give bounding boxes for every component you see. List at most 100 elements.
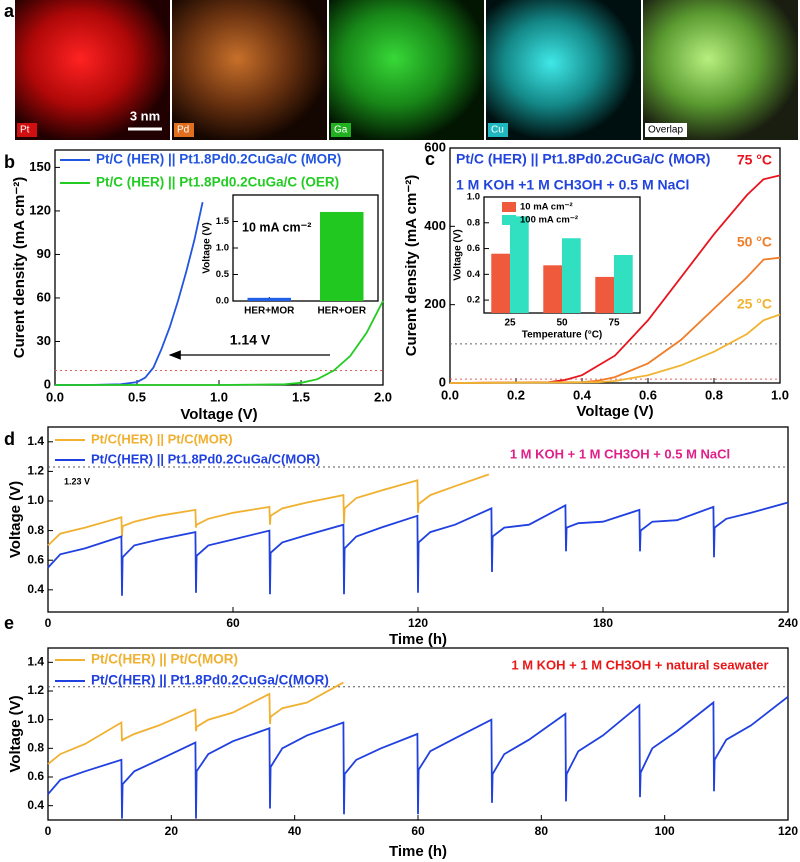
x-axis-title: Voltage (V) bbox=[180, 406, 257, 423]
y-tick-label: 0.5 bbox=[216, 269, 230, 280]
x-tick-label: 1.0 bbox=[771, 387, 789, 402]
map-label: Pd bbox=[177, 125, 189, 136]
series-label: 25 °C bbox=[737, 296, 772, 312]
y-tick-label: 30 bbox=[37, 333, 51, 348]
map-label: Overlap bbox=[648, 125, 683, 136]
x-tick-label: 100 bbox=[655, 824, 675, 838]
y-axis-title: Curent density (mA cm⁻²) bbox=[403, 175, 420, 357]
y-tick-label: 1.4 bbox=[27, 434, 44, 448]
y-tick-label: 0.4 bbox=[467, 269, 481, 280]
legend-label: Pt/C(HER) || Pt/C(MOR) bbox=[91, 652, 238, 667]
x-tick-label: 120 bbox=[778, 824, 798, 838]
y-tick-label: 1.2 bbox=[27, 683, 44, 697]
panel-label: b bbox=[4, 152, 15, 172]
y-tick-label: 0.8 bbox=[27, 741, 44, 755]
y-tick-label: 1.5 bbox=[216, 216, 230, 227]
map-image bbox=[15, 0, 170, 140]
map-label-box bbox=[174, 123, 194, 137]
bar bbox=[491, 253, 510, 313]
y-tick-label: 0.6 bbox=[27, 552, 44, 566]
x-tick-label: 240 bbox=[778, 616, 798, 630]
map-label: Pt bbox=[20, 125, 30, 136]
legend-label: Pt/C(HER) || Pt1.8Pd0.2CuGa/C(MOR) bbox=[91, 673, 329, 688]
panel-label: c bbox=[425, 149, 435, 169]
x-tick-label: 120 bbox=[408, 616, 428, 630]
data-line bbox=[55, 300, 384, 386]
annotation: 1 M KOH + 1 M CH3OH + 0.5 M NaCl bbox=[510, 446, 730, 461]
bar bbox=[614, 255, 633, 313]
x-axis-title: Time (h) bbox=[389, 843, 447, 860]
x-tick-label: HER+OER bbox=[317, 306, 366, 317]
x-tick-label: 75 bbox=[608, 318, 620, 329]
map-image bbox=[329, 0, 484, 140]
x-tick-label: 0 bbox=[45, 616, 52, 630]
y-tick-label: 0 bbox=[439, 374, 446, 389]
legend-label: Pt/C(HER) || Pt/C(MOR) bbox=[91, 431, 233, 446]
legend-label: Pt/C (HER) || Pt1.8Pd0.2CuGa/C (OER) bbox=[96, 175, 339, 190]
annotation: Pt/C (HER) || Pt1.8Pd0.2CuGa/C (MOR) bbox=[456, 151, 710, 167]
x-tick-label: 25 bbox=[504, 318, 516, 329]
y-tick-label: 1.4 bbox=[27, 655, 44, 669]
y-axis-title: Voltage (V) bbox=[453, 229, 464, 280]
y-tick-label: 0.4 bbox=[27, 582, 44, 596]
y-axis-title: Voltage (V) bbox=[7, 695, 24, 772]
x-axis-title: Time (h) bbox=[389, 631, 447, 648]
x-axis-title: Temperature (°C) bbox=[522, 330, 603, 341]
y-tick-label: 1.0 bbox=[467, 192, 480, 203]
map-image bbox=[643, 0, 798, 140]
x-tick-label: 0.5 bbox=[128, 389, 146, 404]
x-tick-label: 180 bbox=[593, 616, 613, 630]
y-tick-label: 0.8 bbox=[467, 217, 480, 228]
bar bbox=[595, 276, 614, 313]
y-tick-label: 400 bbox=[424, 218, 446, 233]
annotation: 1.14 V bbox=[230, 332, 271, 348]
bar bbox=[320, 211, 364, 301]
x-tick-label: 60 bbox=[226, 616, 240, 630]
y-tick-label: 60 bbox=[37, 289, 51, 304]
bar bbox=[510, 216, 529, 313]
y-tick-label: 0.6 bbox=[467, 243, 480, 254]
map-label: Ga bbox=[334, 125, 348, 136]
y-tick-label: 1.0 bbox=[216, 243, 229, 254]
x-tick-label: 80 bbox=[535, 824, 549, 838]
y-tick-label: 0.6 bbox=[27, 769, 44, 783]
x-tick-label: 20 bbox=[165, 824, 179, 838]
series-label: 75 °C bbox=[737, 152, 772, 168]
y-axis-title: Voltage (V) bbox=[7, 481, 24, 558]
legend-swatch bbox=[502, 215, 516, 225]
legend-label: 100 mA cm⁻² bbox=[520, 215, 578, 226]
y-tick-label: 0.0 bbox=[216, 296, 229, 307]
y-tick-label: 0 bbox=[44, 376, 51, 391]
panel-label: d bbox=[4, 429, 15, 449]
x-tick-label: 0.0 bbox=[46, 389, 64, 404]
annotation: 1 M KOH + 1 M CH3OH + natural seawater bbox=[511, 657, 768, 672]
data-line bbox=[449, 174, 781, 384]
y-axis-title: Voltage (V) bbox=[202, 222, 213, 273]
scale-bar-label: 3 nm bbox=[130, 108, 160, 123]
x-tick-label: 40 bbox=[288, 824, 302, 838]
inset-title: 10 mA cm⁻² bbox=[242, 220, 311, 234]
series-label: 50 °C bbox=[737, 234, 772, 250]
map-label-box bbox=[645, 123, 687, 137]
panel-label: e bbox=[4, 613, 14, 633]
data-line bbox=[47, 695, 789, 819]
y-axis-title: Curent density (mA cm⁻²) bbox=[11, 177, 28, 359]
data-line bbox=[47, 501, 789, 596]
x-tick-label: 1.0 bbox=[210, 389, 228, 404]
y-tick-label: 1.2 bbox=[27, 464, 44, 478]
legend-swatch bbox=[502, 202, 516, 212]
data-line bbox=[449, 313, 781, 384]
x-tick-label: 0 bbox=[45, 824, 52, 838]
x-tick-label: HER+MOR bbox=[244, 306, 295, 317]
data-line bbox=[47, 681, 344, 765]
x-tick-label: 1.5 bbox=[292, 389, 310, 404]
x-tick-label: 2.0 bbox=[374, 389, 392, 404]
bar bbox=[562, 238, 581, 313]
x-tick-label: 0.6 bbox=[639, 387, 657, 402]
data-line bbox=[55, 202, 204, 386]
x-tick-label: 60 bbox=[411, 824, 425, 838]
data-line bbox=[47, 473, 490, 547]
reference-label: 1.23 V bbox=[64, 476, 90, 486]
y-tick-label: 90 bbox=[37, 246, 51, 261]
